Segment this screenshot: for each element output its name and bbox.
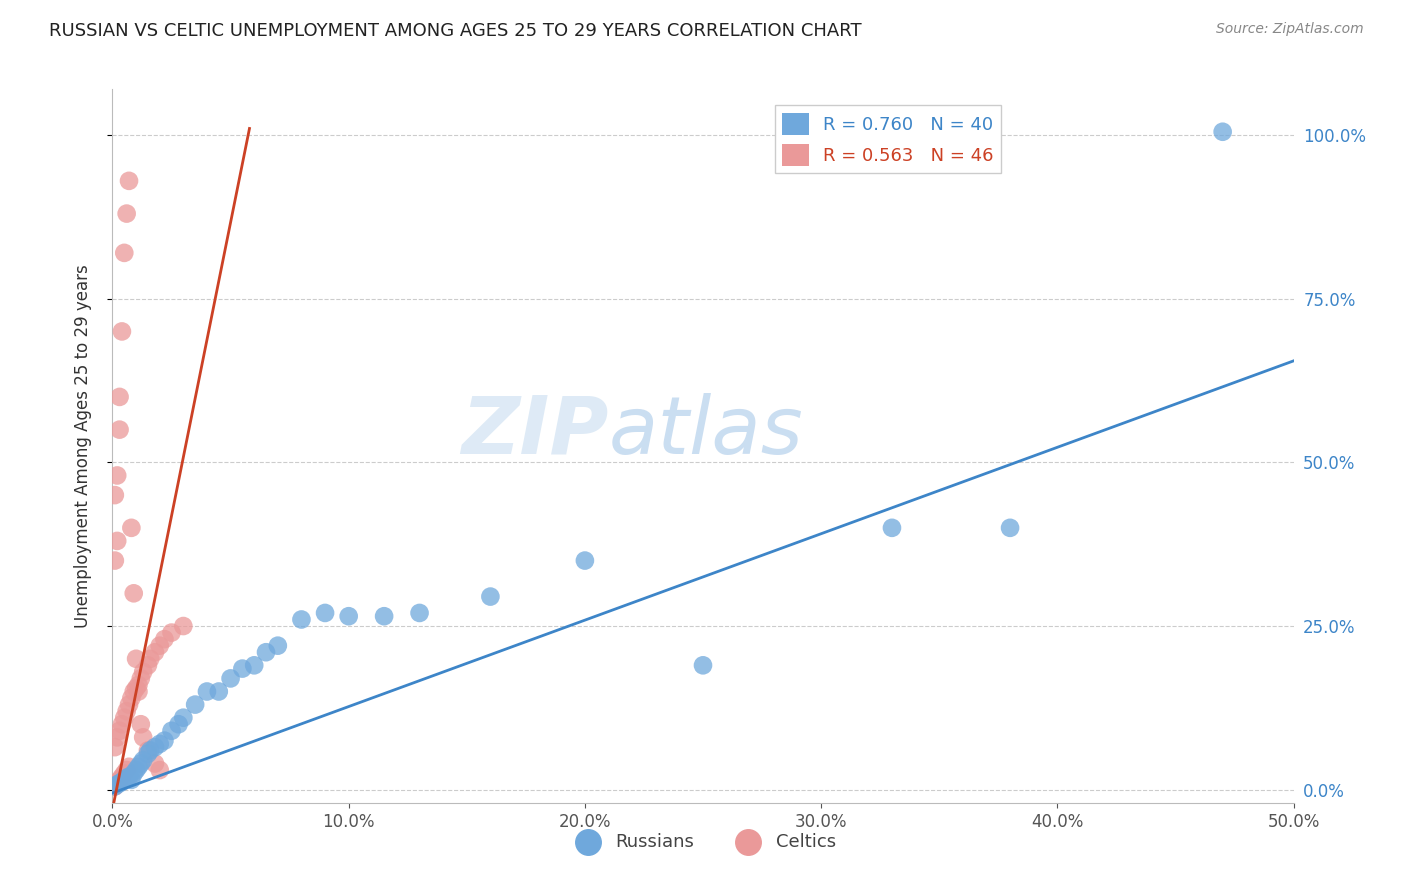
Point — [112, 245, 135, 260]
Point — [105, 468, 128, 483]
Point — [118, 698, 141, 712]
Point — [125, 763, 148, 777]
Point — [108, 423, 131, 437]
Point — [373, 609, 395, 624]
Point — [108, 776, 131, 790]
Point — [122, 766, 145, 780]
Point — [479, 590, 502, 604]
Point — [132, 731, 155, 745]
Point — [120, 521, 142, 535]
Point — [998, 521, 1021, 535]
Point — [880, 521, 903, 535]
Point — [160, 625, 183, 640]
Point — [120, 691, 142, 706]
Text: Source: ZipAtlas.com: Source: ZipAtlas.com — [1216, 22, 1364, 37]
Point — [118, 770, 141, 784]
Point — [160, 723, 183, 738]
Point — [122, 586, 145, 600]
Point — [122, 684, 145, 698]
Point — [243, 658, 266, 673]
Point — [108, 723, 131, 738]
Point — [115, 771, 138, 785]
Point — [111, 770, 134, 784]
Point — [337, 609, 360, 624]
Point — [267, 639, 290, 653]
Point — [136, 743, 159, 757]
Point — [132, 753, 155, 767]
Point — [105, 731, 128, 745]
Point — [1212, 125, 1234, 139]
Point — [149, 737, 172, 751]
Point — [118, 174, 141, 188]
Point — [143, 756, 166, 771]
Point — [408, 606, 430, 620]
Point — [167, 717, 190, 731]
Point — [184, 698, 207, 712]
Point — [574, 553, 596, 567]
Point — [108, 390, 131, 404]
Point — [105, 777, 128, 791]
Point — [125, 681, 148, 696]
Point — [172, 711, 194, 725]
Y-axis label: Unemployment Among Ages 25 to 29 years: Unemployment Among Ages 25 to 29 years — [73, 264, 91, 628]
Point — [172, 619, 194, 633]
Legend: Russians, Celtics: Russians, Celtics — [562, 826, 844, 858]
Point — [195, 684, 218, 698]
Point — [118, 760, 141, 774]
Point — [104, 553, 127, 567]
Point — [139, 652, 162, 666]
Point — [104, 488, 127, 502]
Point — [290, 612, 312, 626]
Point — [115, 704, 138, 718]
Point — [132, 665, 155, 679]
Point — [254, 645, 277, 659]
Point — [143, 645, 166, 659]
Point — [136, 747, 159, 761]
Point — [112, 772, 135, 787]
Point — [111, 775, 134, 789]
Point — [111, 717, 134, 731]
Point — [129, 672, 152, 686]
Point — [111, 325, 134, 339]
Text: RUSSIAN VS CELTIC UNEMPLOYMENT AMONG AGES 25 TO 29 YEARS CORRELATION CHART: RUSSIAN VS CELTIC UNEMPLOYMENT AMONG AGE… — [49, 22, 862, 40]
Text: atlas: atlas — [609, 392, 803, 471]
Point — [104, 780, 127, 794]
Point — [104, 780, 127, 794]
Point — [149, 763, 172, 777]
Point — [692, 658, 714, 673]
Point — [139, 743, 162, 757]
Point — [108, 772, 131, 787]
Point — [112, 766, 135, 780]
Point — [127, 684, 149, 698]
Point — [127, 760, 149, 774]
Point — [127, 678, 149, 692]
Point — [314, 606, 336, 620]
Point — [219, 672, 242, 686]
Point — [104, 740, 127, 755]
Point — [129, 717, 152, 731]
Point — [105, 776, 128, 790]
Point — [115, 206, 138, 220]
Point — [112, 711, 135, 725]
Point — [105, 533, 128, 548]
Point — [136, 658, 159, 673]
Point — [143, 740, 166, 755]
Point — [153, 733, 176, 747]
Point — [115, 763, 138, 777]
Point — [125, 652, 148, 666]
Point — [149, 639, 172, 653]
Point — [153, 632, 176, 647]
Point — [120, 772, 142, 787]
Point — [208, 684, 231, 698]
Point — [231, 662, 253, 676]
Text: ZIP: ZIP — [461, 392, 609, 471]
Point — [129, 756, 152, 771]
